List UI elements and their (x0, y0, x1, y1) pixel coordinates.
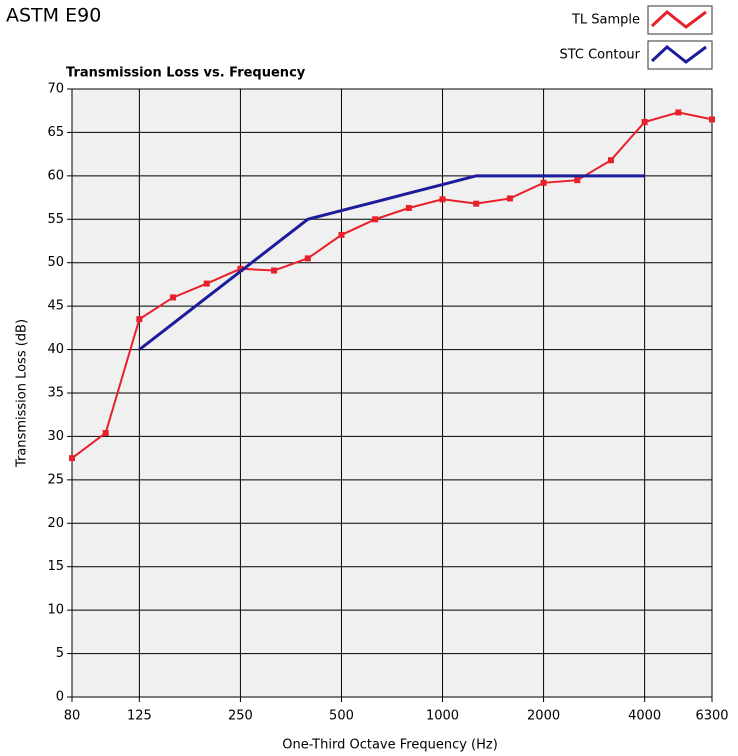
y-tick-label: 20 (47, 516, 64, 531)
x-tick-label: 6300 (695, 709, 728, 724)
y-tick-label: 70 (47, 82, 64, 97)
data-point (372, 216, 379, 223)
y-tick-label: 30 (47, 429, 64, 444)
legend-label: TL Sample (571, 13, 640, 28)
data-point (69, 455, 75, 462)
data-point (102, 429, 109, 436)
x-tick-label: 4000 (628, 709, 661, 724)
data-point (136, 316, 143, 323)
data-point (473, 200, 480, 207)
data-point (405, 204, 412, 211)
data-point (439, 196, 446, 203)
page-heading: ASTM E90 (6, 5, 101, 27)
data-point (271, 267, 278, 274)
data-point (203, 280, 210, 287)
x-axis-label: One-Third Octave Frequency (Hz) (282, 738, 498, 753)
y-tick-label: 35 (47, 386, 64, 401)
data-point (506, 195, 513, 202)
data-point (709, 116, 715, 123)
y-tick-label: 40 (47, 342, 64, 357)
data-point (574, 177, 581, 184)
y-tick-label: 55 (47, 212, 64, 227)
legend-swatch (650, 10, 707, 29)
chart-title: Transmission Loss vs. Frequency (66, 66, 306, 81)
y-tick-label: 45 (47, 299, 64, 314)
x-tick-label: 125 (127, 709, 152, 724)
x-tick-label: 1000 (426, 709, 459, 724)
y-tick-label: 0 (56, 690, 64, 705)
data-point (237, 265, 244, 272)
data-point (641, 119, 648, 126)
y-tick-label: 65 (47, 125, 64, 140)
x-tick-label: 250 (228, 709, 253, 724)
y-tick-label: 10 (47, 603, 64, 618)
y-tick-label: 25 (47, 472, 64, 487)
series-line (71, 111, 713, 459)
data-point (304, 255, 311, 262)
legend-swatch (650, 45, 707, 64)
y-tick-label: 60 (47, 168, 64, 183)
y-tick-label: 50 (47, 255, 64, 270)
x-tick-label: 500 (329, 709, 354, 724)
y-tick-label: 15 (47, 559, 64, 574)
x-tick-label: 2000 (527, 709, 560, 724)
data-point (675, 109, 682, 116)
data-point (607, 157, 614, 164)
legend-label: STC Contour (559, 48, 640, 63)
y-axis-label: Transmission Loss (dB) (15, 319, 30, 468)
x-tick-label: 80 (64, 709, 81, 724)
data-point (338, 231, 345, 238)
series-line (138, 174, 645, 351)
y-tick-label: 5 (56, 646, 64, 661)
data-point (170, 294, 177, 301)
data-point (540, 179, 547, 186)
